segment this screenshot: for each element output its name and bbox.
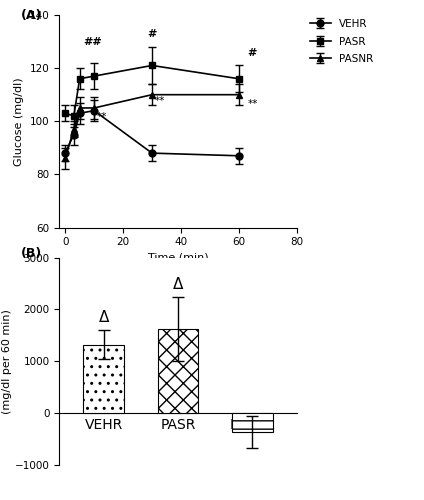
Text: ##: ##: [83, 37, 102, 47]
Text: **: **: [248, 99, 258, 109]
Text: **: **: [155, 96, 165, 106]
Y-axis label: Glucose (mg/dl): Glucose (mg/dl): [14, 77, 24, 166]
Text: #: #: [147, 29, 157, 39]
Text: Δ: Δ: [173, 276, 183, 291]
Bar: [84, 344, 124, 413]
X-axis label: Time (min): Time (min): [148, 253, 208, 263]
Text: **: **: [97, 112, 108, 122]
Text: (A): (A): [21, 8, 43, 22]
Text: Δ: Δ: [99, 310, 109, 325]
Bar: [232, 413, 273, 432]
Y-axis label: AUC glucose
(mg/dl per 60 min): AUC glucose (mg/dl per 60 min): [0, 309, 12, 414]
Text: (B): (B): [21, 247, 43, 260]
Bar: [158, 329, 198, 413]
Text: #: #: [248, 48, 257, 58]
Legend: VEHR, PASR, PASNR: VEHR, PASR, PASNR: [307, 16, 377, 68]
